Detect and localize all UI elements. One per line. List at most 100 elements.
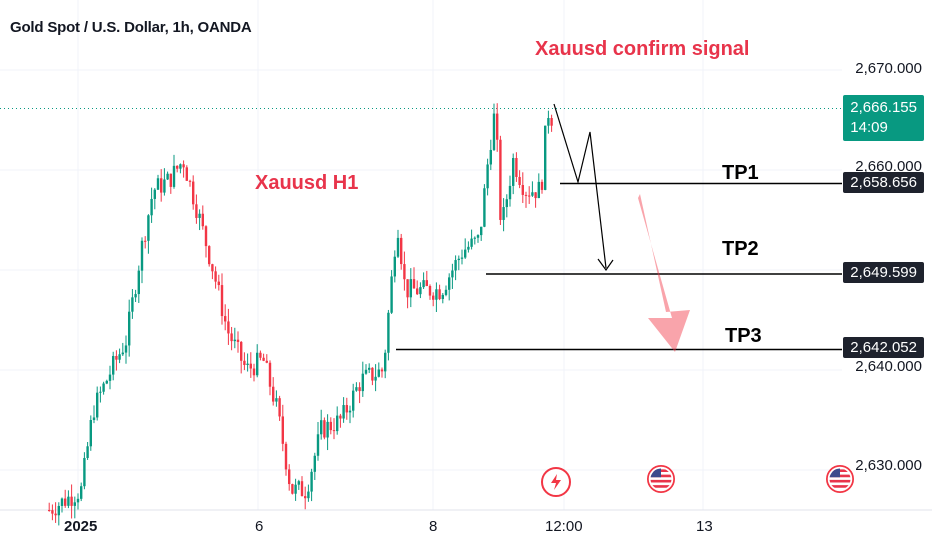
candle-body (377, 369, 380, 377)
candle-body (291, 484, 294, 494)
candle-body (412, 279, 416, 289)
price-tick-2660: 2,660.000 (855, 158, 922, 175)
candle-body (150, 198, 153, 216)
tp1-label: TP1 (722, 162, 759, 184)
candle-body (224, 316, 227, 322)
candle-body (249, 363, 252, 369)
candle-body (201, 213, 204, 227)
candle-body (304, 496, 307, 499)
candle-body (64, 498, 67, 506)
candle-body (547, 118, 550, 126)
candle-body (361, 373, 364, 392)
projection-path (553, 103, 607, 269)
candle-body (419, 287, 422, 295)
candle-body (390, 276, 393, 313)
us-flag-icon[interactable] (647, 465, 675, 493)
current-price-value: 2,666.155 (850, 99, 917, 116)
candle-body (204, 226, 208, 247)
candle-body (176, 165, 179, 169)
candle-body (272, 386, 275, 402)
down-arrow (638, 194, 690, 352)
candle-body (336, 415, 339, 432)
tp1-price-label[interactable]: 2,658.656 (843, 172, 924, 193)
candle-body (243, 360, 246, 366)
candle-body (86, 446, 89, 458)
candle-body (489, 149, 492, 165)
candle-body (364, 369, 368, 374)
lightning-icon[interactable] (541, 467, 571, 497)
candle-body (332, 430, 336, 432)
candle-body (297, 481, 300, 485)
candle-body (265, 360, 268, 363)
candle-body (99, 391, 102, 393)
candle-body (131, 297, 134, 312)
candle-body (457, 258, 460, 261)
candle-body (124, 345, 128, 353)
current-price-label[interactable]: 2,666.155 14:09 (843, 95, 924, 141)
candle-body (256, 352, 259, 376)
candle-body (294, 484, 297, 494)
candle-body (182, 164, 185, 168)
candle-body (345, 405, 348, 413)
candle-body (188, 180, 192, 182)
candle-body (499, 139, 502, 220)
candle-body (233, 339, 236, 342)
candle-body (268, 362, 272, 387)
price-tick-2640: 2,640.000 (855, 358, 922, 375)
candle-body (179, 164, 182, 169)
candle-body (214, 271, 217, 282)
candle-body (169, 173, 172, 187)
candle-body (467, 246, 470, 250)
candle-body (147, 215, 150, 241)
candle-body (51, 510, 54, 514)
candle-body (432, 295, 435, 300)
candle-body (441, 294, 444, 300)
candle-body (48, 510, 51, 511)
candle-body (329, 421, 332, 431)
candle-body (496, 113, 499, 140)
candle-body (492, 113, 496, 150)
candle-body (473, 237, 476, 239)
tp2-label: TP2 (722, 238, 759, 260)
projection-arrowhead (597, 258, 614, 272)
candle-body (342, 405, 345, 419)
candle-body (227, 321, 230, 334)
candle-body (355, 387, 358, 391)
tp3-price-label[interactable]: 2,642.052 (843, 337, 924, 358)
candle-body (505, 199, 508, 208)
candle-body (208, 246, 211, 265)
time-tick-8: 8 (429, 518, 438, 535)
candle-body (76, 498, 80, 503)
candle-body (240, 341, 243, 361)
tp2-price-label[interactable]: 2,649.599 (843, 262, 924, 283)
candle-body (460, 257, 464, 259)
candle-body (540, 181, 544, 190)
candle-body (544, 125, 547, 190)
candle-body (428, 286, 432, 296)
candle-body (444, 289, 448, 295)
candle-body (70, 496, 73, 506)
candle-body (502, 207, 505, 220)
candle-body (278, 398, 281, 417)
candle-body (121, 352, 124, 355)
us-flag-icon[interactable] (826, 465, 854, 493)
candle-body (54, 513, 57, 516)
candle-body (67, 496, 70, 506)
candle-body (403, 264, 406, 280)
candle-body (246, 363, 249, 366)
candle-body (534, 192, 537, 199)
candle-body (537, 181, 540, 199)
chart-title: Gold Spot / U.S. Dollar, 1h, OANDA (10, 19, 252, 36)
candle-body (288, 469, 291, 485)
candle-body (172, 165, 176, 187)
candle-body (160, 178, 163, 193)
candle-body (220, 285, 224, 317)
time-tick-2025: 2025 (64, 518, 98, 535)
candle-body (422, 280, 425, 288)
time-tick-6: 6 (255, 518, 264, 535)
candle-body (380, 369, 384, 372)
timeframe-annotation: Xauusd H1 (255, 172, 359, 194)
candle-body (275, 398, 278, 402)
candle-body (352, 390, 355, 411)
